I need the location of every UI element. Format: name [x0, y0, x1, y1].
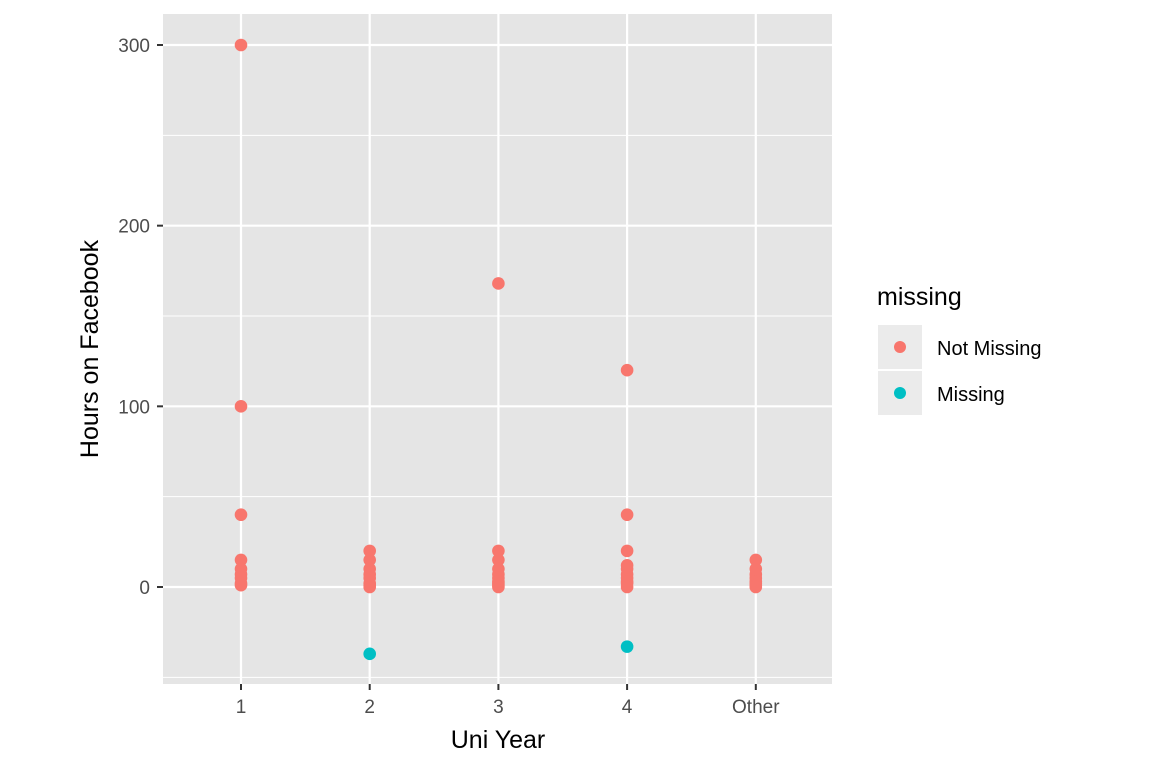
y-tick-labels: 0 100 200 300 [118, 36, 150, 599]
legend-entry-not-missing: Not Missing [878, 325, 1041, 369]
legend-key-not-missing [894, 341, 906, 353]
data-point-not-missing [749, 553, 763, 567]
x-tick-labels: 1 2 3 4 Other [236, 697, 781, 718]
data-point-not-missing [492, 277, 505, 290]
y-tick-label: 0 [139, 578, 150, 599]
data-points [234, 38, 763, 661]
legend-label-not-missing: Not Missing [937, 338, 1041, 360]
legend-title: missing [877, 283, 962, 311]
data-point-not-missing [363, 553, 377, 567]
legend-key-missing [894, 387, 906, 399]
data-point-not-missing [492, 580, 505, 594]
data-point-not-missing [234, 578, 248, 592]
data-point-missing [363, 647, 377, 661]
data-point-not-missing [492, 544, 505, 558]
data-point-not-missing [749, 580, 763, 594]
data-point-not-missing [620, 363, 634, 377]
data-point-not-missing [234, 38, 248, 52]
x-tick-label: 4 [622, 697, 633, 718]
data-point-not-missing [620, 508, 634, 522]
x-axis-title: Uni Year [451, 726, 546, 754]
x-tick-label: 2 [364, 697, 375, 718]
legend: missing Not Missing Missing [877, 283, 1041, 415]
legend-entry-missing: Missing [878, 371, 1005, 415]
data-point-not-missing [234, 553, 248, 567]
axis-ticks [157, 44, 757, 690]
x-tick-label: 1 [236, 697, 247, 718]
data-point-not-missing [234, 400, 248, 413]
y-axis-title: Hours on Facebook [76, 239, 104, 458]
data-point-not-missing [620, 580, 634, 594]
x-tick-label: Other [732, 697, 780, 718]
data-point-not-missing [363, 580, 377, 594]
y-tick-label: 200 [118, 217, 150, 238]
data-point-missing [620, 640, 634, 653]
data-point-not-missing [234, 508, 248, 522]
y-tick-label: 300 [118, 36, 150, 57]
legend-label-missing: Missing [937, 384, 1005, 406]
x-tick-label: 3 [493, 697, 504, 718]
data-point-not-missing [620, 544, 634, 558]
data-point-not-missing [492, 553, 505, 567]
data-point-not-missing [363, 544, 377, 558]
y-tick-label: 100 [118, 397, 150, 418]
